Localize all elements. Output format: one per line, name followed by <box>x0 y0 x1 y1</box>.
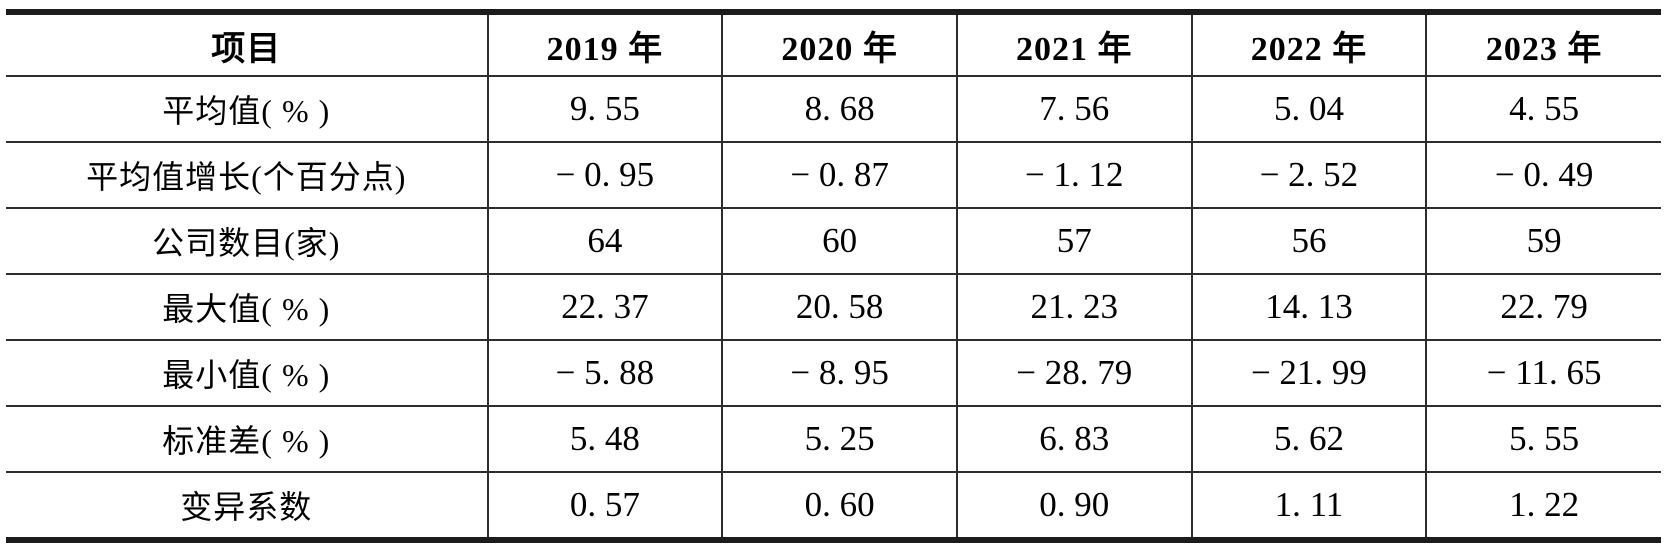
data-cell: − 11. 65 <box>1425 340 1661 407</box>
data-cell: 0. 57 <box>486 472 723 540</box>
row-label: 标准差( % ) <box>6 406 488 473</box>
table-row-company-count: 公司数目(家) 64 60 57 56 59 <box>6 208 1661 275</box>
data-cell: 0. 90 <box>955 472 1192 540</box>
data-cell: − 1. 12 <box>955 142 1192 209</box>
data-cell: − 2. 52 <box>1190 142 1427 209</box>
row-label: 变异系数 <box>180 489 313 525</box>
data-cell: 59 <box>1425 208 1661 275</box>
data-cell: 5. 25 <box>721 406 957 473</box>
statistics-table: 项目 2019 年 2020 年 2021 年 2022 年 2023 年 平均… <box>6 9 1661 543</box>
table-row-mean-growth: 平均值增长(个百分点) − 0. 95 − 0. 87 − 1. 12 − 2.… <box>6 142 1661 209</box>
table-row-mean: 平均值( % ) 9. 55 8. 68 7. 56 5. 04 4. 55 <box>6 76 1661 143</box>
data-cell: − 0. 87 <box>721 142 957 209</box>
data-cell: − 21. 99 <box>1190 340 1427 407</box>
data-cell: 6. 83 <box>955 406 1192 473</box>
row-label: 平均值( % ) <box>6 76 488 143</box>
row-label: 平均值增长(个百分点) <box>6 142 488 209</box>
data-cell: 0. 60 <box>721 472 957 540</box>
data-cell: 5. 55 <box>1425 406 1661 473</box>
table-row-cv: 变异系数 0. 57 0. 60 0. 90 1. 11 1. 22 <box>6 472 1661 540</box>
data-cell: 5. 48 <box>486 406 723 473</box>
header-cell-2020: 2020 年 <box>721 12 957 77</box>
data-cell: 60 <box>721 208 957 275</box>
data-cell: 20. 58 <box>721 274 957 341</box>
data-cell: 22. 79 <box>1425 274 1661 341</box>
header-cell-2022: 2022 年 <box>1190 12 1427 77</box>
data-cell: 64 <box>486 208 723 275</box>
data-cell: − 8. 95 <box>721 340 957 407</box>
row-label: 最大值( % ) <box>6 274 488 341</box>
data-cell: 57 <box>955 208 1192 275</box>
row-label: 最小值( % ) <box>6 340 488 407</box>
data-cell: 9. 55 <box>486 76 723 143</box>
table-row-stddev: 标准差( % ) 5. 48 5. 25 6. 83 5. 62 5. 55 <box>6 406 1661 473</box>
data-cell: 4. 55 <box>1425 76 1661 143</box>
table-row-min: 最小值( % ) − 5. 88 − 8. 95 − 28. 79 − 21. … <box>6 340 1661 407</box>
data-cell: 14. 13 <box>1190 274 1427 341</box>
header-cell-2019: 2019 年 <box>486 12 723 77</box>
data-cell: − 28. 79 <box>955 340 1192 407</box>
data-cell: 22. 37 <box>486 274 723 341</box>
data-cell: 5. 62 <box>1190 406 1427 473</box>
header-row: 项目 2019 年 2020 年 2021 年 2022 年 2023 年 <box>6 12 1661 77</box>
data-cell: 8. 68 <box>721 76 957 143</box>
header-cell-2021: 2021 年 <box>955 12 1192 77</box>
table-row-max: 最大值( % ) 22. 37 20. 58 21. 23 14. 13 22.… <box>6 274 1661 341</box>
data-cell: − 0. 49 <box>1425 142 1661 209</box>
header-cell-item: 项目 <box>6 12 488 77</box>
data-cell: 21. 23 <box>955 274 1192 341</box>
data-cell: 1. 22 <box>1425 472 1661 540</box>
data-cell: − 0. 95 <box>486 142 723 209</box>
data-cell: 56 <box>1190 208 1427 275</box>
row-label: 公司数目(家) <box>6 208 488 275</box>
header-cell-2023: 2023 年 <box>1425 12 1661 77</box>
data-cell: 7. 56 <box>955 76 1192 143</box>
data-cell: 5. 04 <box>1190 76 1427 143</box>
data-cell: 1. 11 <box>1190 472 1427 540</box>
data-cell: − 5. 88 <box>486 340 723 407</box>
